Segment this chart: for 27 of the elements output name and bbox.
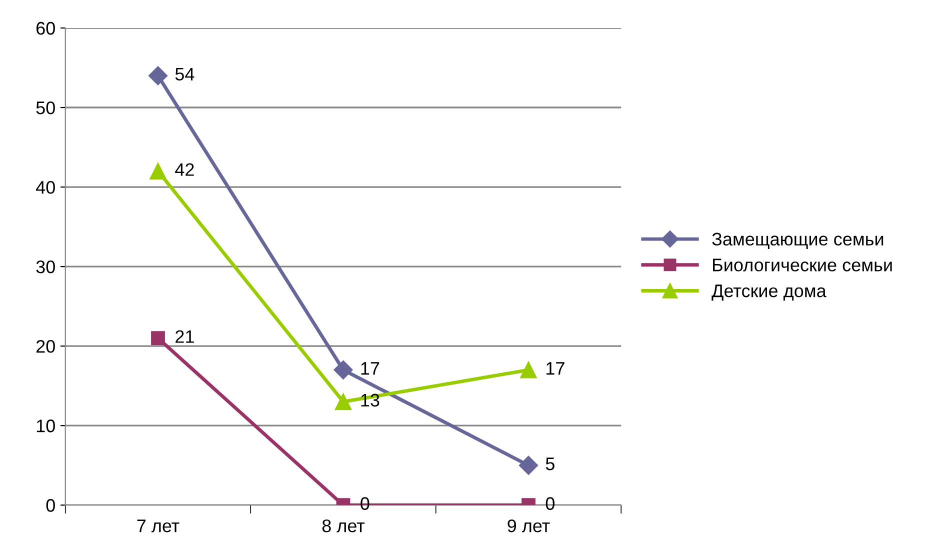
legend-label: Детские дома [712,284,826,301]
y-tick-label: 0 [46,499,55,512]
point [518,456,538,475]
data-label: 54 [175,68,194,81]
y-tick-label: 40 [36,180,55,194]
y-tick-label: 30 [36,260,55,274]
point [148,66,168,86]
y-tick-label: 20 [36,340,55,353]
legend-label: Замещающие семьи [712,232,884,249]
data-label: 0 [546,497,554,510]
x-tick-label: 9 лет [508,519,550,532]
point [520,362,537,378]
data-label: 21 [176,330,194,343]
x-tick-label: 7 лет [137,520,180,532]
point [151,331,165,346]
data-label: 42 [175,163,194,176]
data-label: 17 [361,362,380,375]
data-label: 5 [546,458,554,470]
y-tick-label: 60 [36,22,55,35]
data-label: 17 [546,362,564,375]
x-tick-label: 8 лет [322,519,365,532]
y-tick-label: 50 [36,101,55,114]
point [150,162,166,180]
y-tick-label: 10 [36,420,55,432]
point [334,393,352,410]
legend-label: Биологические семьи [713,258,892,272]
point [334,360,353,380]
